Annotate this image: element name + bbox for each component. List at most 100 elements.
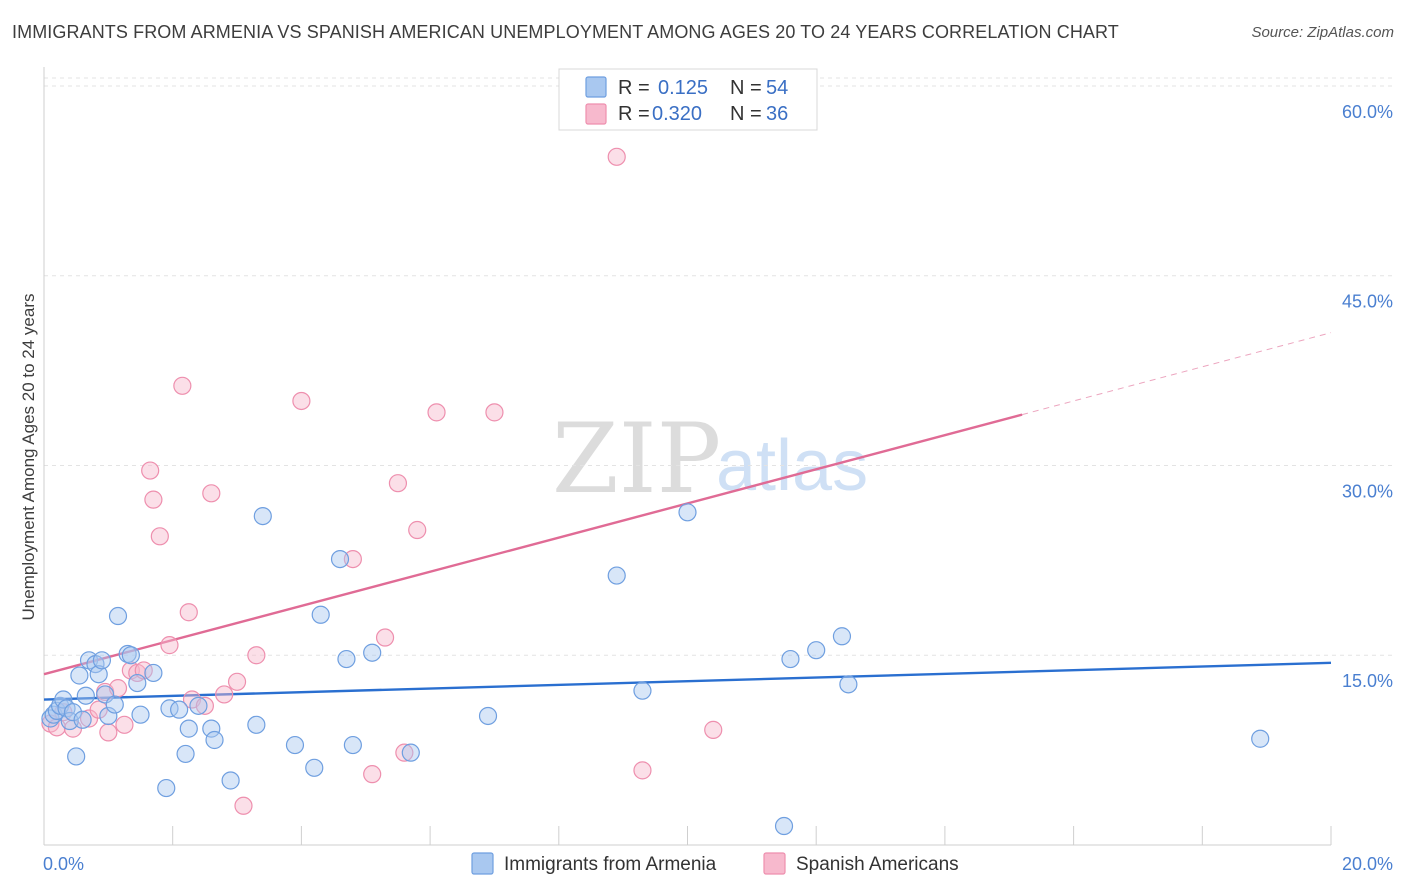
point-spanish	[234, 796, 253, 815]
point-armenia	[170, 700, 189, 719]
point-spanish	[427, 403, 446, 422]
point-armenia	[105, 695, 124, 714]
trend-line-armenia	[43, 661, 1332, 701]
point-armenia	[839, 675, 858, 694]
point-spanish	[343, 550, 362, 569]
point-armenia	[253, 506, 272, 526]
point-spanish	[89, 700, 108, 719]
point-spanish	[215, 685, 234, 704]
point-armenia	[305, 758, 324, 777]
point-spanish	[141, 461, 160, 480]
point-spanish	[115, 715, 134, 734]
x-tick-label: 0.0%	[43, 854, 84, 874]
legend: R = 0.125 N = 54 R = 0.320 N = 36	[558, 68, 818, 131]
point-armenia	[157, 778, 176, 798]
point-armenia	[311, 605, 330, 624]
legend-n-label: N =	[730, 77, 762, 99]
y-tick-label: 60.0%	[1342, 102, 1393, 122]
point-armenia	[73, 710, 92, 729]
point-armenia	[99, 706, 118, 726]
y-tick-label: 45.0%	[1342, 292, 1393, 312]
y-axis-label: Unemployment Among Ages 20 to 24 years	[19, 294, 38, 621]
point-armenia	[221, 771, 240, 790]
bottom-legend-label-spanish: Spanish Americans	[796, 854, 959, 875]
point-armenia	[807, 641, 826, 660]
legend-swatch-armenia	[585, 76, 607, 98]
point-spanish	[179, 603, 198, 622]
point-armenia	[89, 665, 108, 684]
point-armenia	[1251, 729, 1270, 748]
point-armenia	[128, 673, 147, 693]
point-armenia	[202, 719, 221, 738]
legend-r-label: R =	[618, 77, 650, 99]
trend-line-spanish	[43, 413, 1023, 676]
legend-n-value: 36	[766, 103, 788, 125]
watermark-atlas: atlas	[716, 426, 868, 506]
point-armenia	[160, 699, 179, 718]
point-spanish	[227, 672, 247, 691]
legend-r-value: 0.125	[658, 77, 708, 99]
point-armenia	[832, 627, 852, 646]
bottom-legend-swatch-armenia	[471, 852, 494, 875]
point-spanish	[704, 720, 723, 739]
point-armenia	[678, 503, 697, 522]
legend-r-label: R =	[618, 103, 650, 125]
point-armenia	[76, 686, 95, 705]
point-spanish	[202, 484, 221, 503]
point-armenia	[179, 719, 198, 738]
point-spanish	[99, 723, 118, 742]
point-armenia	[121, 646, 140, 665]
point-armenia	[478, 706, 498, 726]
trend-line-extension	[1021, 332, 1332, 416]
point-armenia	[633, 681, 652, 700]
point-spanish	[485, 403, 504, 422]
point-armenia	[343, 735, 362, 755]
data-points	[41, 147, 1270, 836]
point-armenia	[285, 735, 305, 755]
legend-r-value: 0.320	[652, 103, 702, 125]
legend-n-label: N =	[730, 103, 762, 125]
point-armenia	[144, 663, 163, 683]
point-armenia	[247, 715, 266, 734]
point-spanish	[388, 474, 408, 493]
bottom-legend-label-armenia: Immigrants from Armenia	[504, 854, 717, 875]
point-spanish	[173, 376, 192, 395]
point-armenia	[205, 730, 224, 750]
point-armenia	[176, 744, 195, 764]
point-armenia	[67, 747, 86, 766]
watermark-zip: ZIP	[552, 403, 721, 515]
point-spanish	[607, 147, 626, 166]
point-armenia	[607, 566, 626, 585]
point-spanish	[144, 490, 163, 509]
point-spanish	[375, 628, 395, 647]
point-spanish	[395, 743, 414, 762]
point-armenia	[63, 703, 83, 722]
trend-lines	[43, 332, 1332, 701]
point-spanish	[247, 646, 266, 665]
point-armenia	[92, 651, 112, 670]
point-spanish	[150, 527, 169, 546]
point-armenia	[131, 705, 150, 724]
tick-labels: 15.0% 30.0% 45.0% 60.0% 0.0% 20.0%	[43, 102, 1393, 874]
source-label: Source: ZipAtlas.com	[1251, 24, 1394, 41]
bottom-legend-swatch-spanish	[763, 852, 786, 875]
grid-lines	[44, 77, 1392, 656]
point-armenia	[108, 606, 128, 626]
point-spanish	[292, 391, 311, 411]
point-armenia	[774, 816, 794, 836]
point-spanish	[160, 636, 179, 655]
point-armenia	[70, 666, 89, 685]
x-tick-label: 20.0%	[1342, 854, 1393, 874]
point-armenia	[363, 643, 382, 662]
point-armenia	[189, 696, 208, 715]
point-spanish	[195, 696, 214, 715]
point-spanish	[633, 761, 652, 780]
legend-swatch-spanish	[585, 103, 607, 125]
legend-n-value: 54	[766, 77, 788, 99]
point-armenia	[337, 649, 356, 669]
point-armenia	[781, 649, 800, 669]
chart-title: IMMIGRANTS FROM ARMENIA VS SPANISH AMERI…	[12, 22, 1119, 42]
bottom-legend: Immigrants from Armenia Spanish American…	[471, 852, 959, 875]
point-armenia	[330, 550, 350, 569]
